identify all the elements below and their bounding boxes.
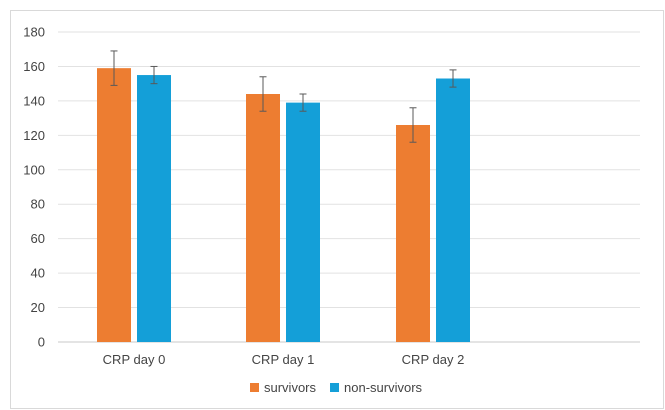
bar-non-survivors (137, 75, 171, 343)
x-tick-label: CRP day 0 (103, 352, 166, 367)
bar-non-survivors (436, 78, 470, 342)
legend-swatch-non-survivors (330, 383, 340, 392)
bar-non-survivors (286, 102, 320, 342)
bar-survivors (97, 68, 131, 343)
y-tick-label: 20 (31, 300, 45, 315)
bar-survivors (246, 94, 280, 342)
y-tick-label: 180 (23, 25, 45, 40)
bar-survivors (396, 125, 430, 342)
x-tick-label: CRP day 1 (252, 352, 315, 367)
y-tick-label: 100 (23, 162, 45, 177)
y-tick-label: 120 (23, 128, 45, 143)
y-tick-label: 160 (23, 59, 45, 74)
legend-label-survivors: survivors (264, 380, 317, 395)
y-tick-label: 140 (23, 93, 45, 108)
y-tick-label: 60 (31, 231, 45, 246)
x-tick-label: CRP day 2 (402, 352, 465, 367)
y-tick-label: 0 (38, 335, 45, 350)
legend-label-non-survivors: non-survivors (344, 380, 423, 395)
y-tick-label: 40 (31, 266, 45, 281)
y-tick-label: 80 (31, 197, 45, 212)
legend-swatch-survivors (250, 383, 259, 392)
